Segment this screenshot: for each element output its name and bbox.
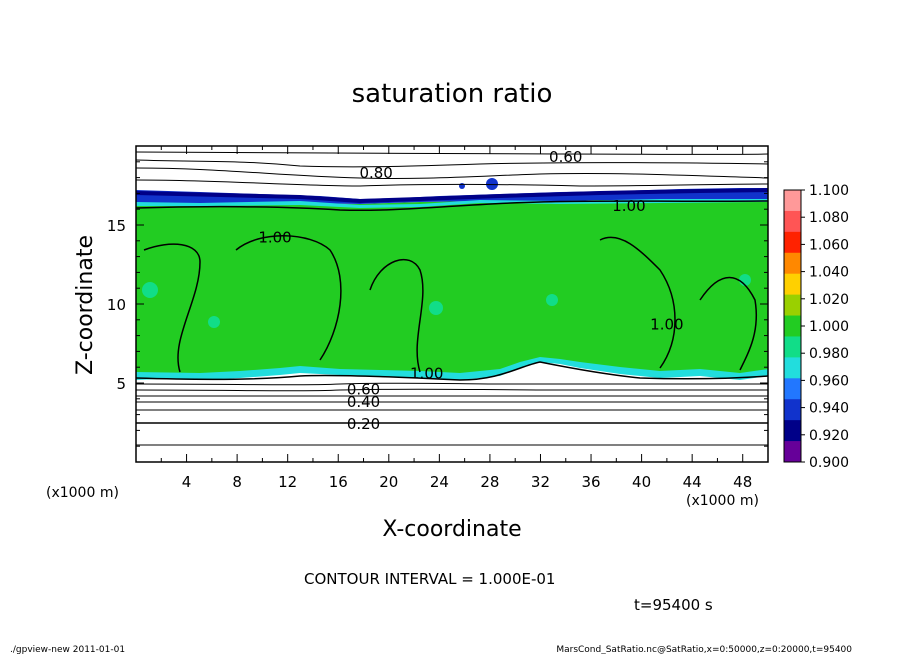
contour-line [135,388,768,392]
field-upper-band-dark [136,188,768,203]
contour-line [135,159,769,168]
contour-line [599,236,676,369]
colorbar-label: 1.040 [809,265,849,281]
contour-line [135,179,769,187]
field-patch [208,316,220,328]
x-tick-label: 44 [683,473,702,491]
colorbar-label: 1.020 [809,292,849,308]
contour-label: 0.80 [359,164,392,182]
colorbar-swatch [784,315,801,337]
field-lower-edge [136,357,768,380]
x-tick-label: 4 [182,473,192,491]
contour-line [369,259,424,373]
colorbar-swatch [784,273,801,296]
colorbar-label: 0.940 [809,401,849,417]
colorbar-swatch [784,336,801,358]
colorbar-label: 0.960 [809,373,849,389]
x-axis-unit-left: (x1000 m) [46,485,119,501]
y-tick-label: 10 [107,296,126,314]
contour-line [235,235,342,361]
contour-line [135,382,768,386]
x-tick-label: 12 [278,473,297,491]
field-patch [546,294,558,306]
contour-line [135,151,769,155]
contour-labels: 0.600.801.001.001.001.000.600.400.20 [258,148,683,433]
y-tick-label: 5 [116,375,126,393]
y-axis-ticks: 5 10 15 [107,161,768,447]
x-axis-label: X-coordinate [382,517,521,542]
contour-label: 0.40 [347,393,380,411]
colorbar-label: 0.980 [809,346,849,362]
y-axis-label: Z-coordinate [73,235,98,375]
contour-label: 1.00 [650,316,683,334]
contour-line [135,200,769,212]
contour-label: 1.00 [258,229,291,247]
saturation-field [136,146,768,462]
colorbar-swatch [784,357,801,379]
colorbar: 1.100 1.080 1.060 1.040 1.020 1.000 0.980 0.960… [783,183,849,471]
contour-label: 0.60 [347,380,380,398]
x-axis-unit-right: (x1000 m) [686,493,759,509]
x-tick-label: 28 [480,473,499,491]
colorbar-label: 1.060 [809,237,849,253]
colorbar-swatch [784,210,801,233]
y-tick-label: 15 [107,217,126,235]
field-patch [459,183,465,189]
colorbar-swatch [784,190,801,212]
contour-label: 1.00 [612,197,645,215]
colorbar-label: 0.920 [809,428,849,444]
colorbar-label: 1.000 [809,319,849,335]
contour-label: 1.00 [410,365,443,383]
colorbar-swatch [784,441,801,463]
x-tick-label: 32 [531,473,550,491]
contour-line [699,276,758,371]
colorbar-swatch [784,420,801,442]
x-tick-label: 36 [581,473,600,491]
x-tick-label: 24 [430,473,449,491]
x-tick-label: 8 [232,473,242,491]
colorbar-swatch [784,252,801,275]
field-patch [142,282,158,298]
chart-title: saturation ratio [352,79,553,109]
colorbar-swatch [784,231,801,254]
contour-label: 0.60 [549,148,582,166]
contour-interval-note: CONTOUR INTERVAL = 1.000E-01 [304,570,555,588]
contour-label: 0.20 [347,415,380,433]
contour-line [135,167,769,180]
colorbar-swatch [784,378,801,400]
field-patch [486,178,498,190]
colorbar-label: 1.080 [809,210,849,226]
contour-lines [135,151,769,446]
contour-line [135,361,769,381]
footer-right: MarsCond_SatRatio.nc@SatRatio,x=0:50000,… [556,645,852,654]
colorbar-label: 0.900 [809,455,849,471]
colorbar-swatch [784,399,801,421]
x-tick-label: 40 [632,473,651,491]
colorbar-swatch [784,294,801,317]
x-tick-label: 48 [733,473,752,491]
x-axis-ticks: 4 8 12 16 20 24 28 32 36 40 44 48 [160,146,752,491]
colorbar-label: 1.100 [809,183,849,199]
field-patch [429,301,443,315]
contour-line [143,243,201,373]
field-core-region [136,200,768,376]
x-tick-label: 16 [329,473,348,491]
footer-left: ./gpview-new 2011-01-01 [10,645,125,654]
x-tick-label: 20 [379,473,398,491]
time-note: t=95400 s [634,596,713,614]
